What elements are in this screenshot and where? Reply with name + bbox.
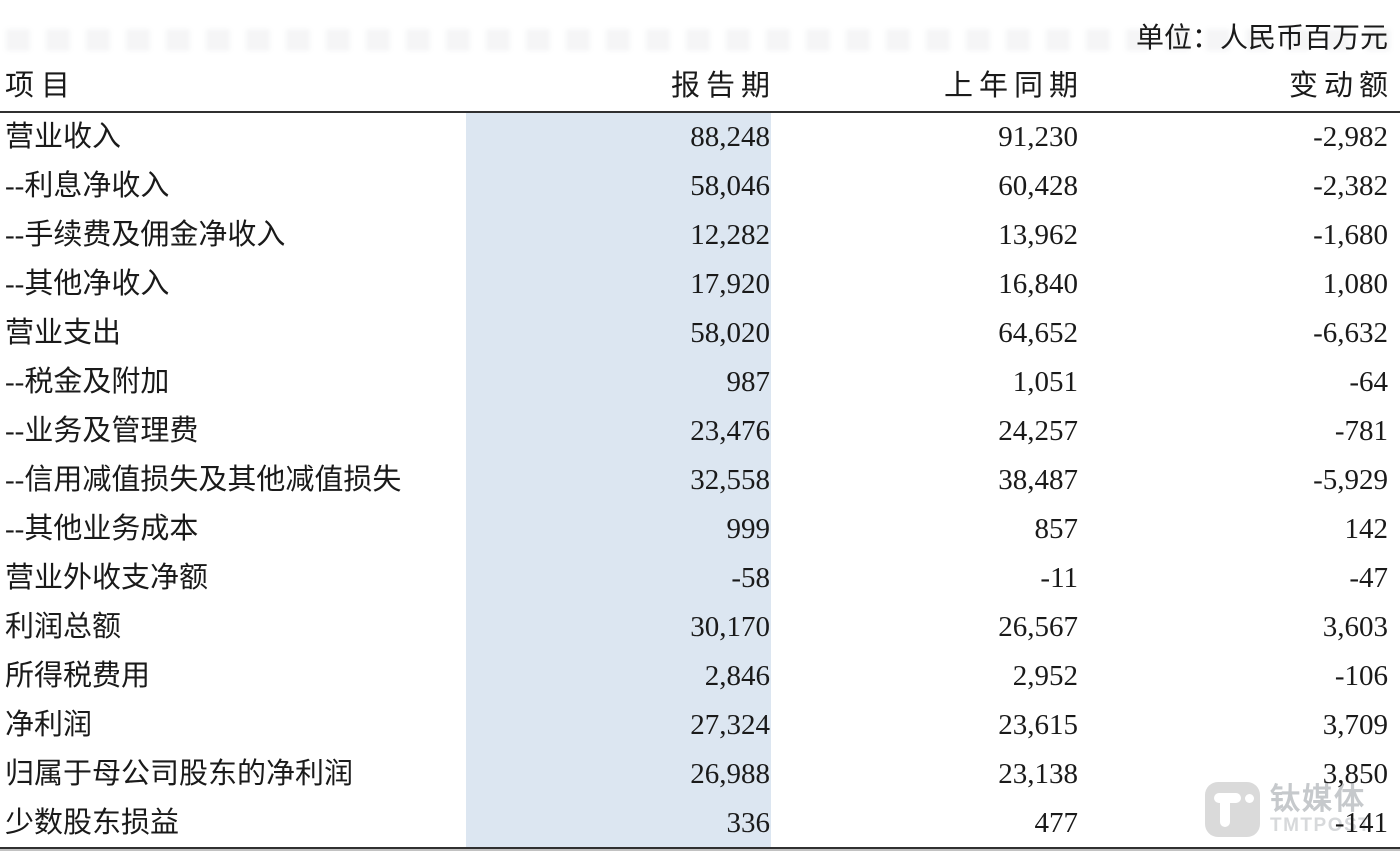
table-row: --信用减值损失及其他减值损失 32,558 38,487 -5,929 — [0, 456, 1400, 505]
item-label: 营业支出 — [5, 317, 122, 349]
prior-period-value: 91,230 — [998, 121, 1078, 153]
table-row: 归属于母公司股东的净利润 26,988 23,138 3,850 — [0, 750, 1400, 799]
header-divider-line — [0, 111, 1400, 113]
watermark-brand: 钛媒体 — [1270, 783, 1366, 816]
item-label: --税金及附加 — [5, 366, 170, 398]
highlight-column-band — [466, 113, 771, 847]
table-body: 营业收入 88,248 91,230 -2,982 --利息净收入 58,046… — [0, 113, 1400, 848]
change-value: -781 — [1334, 415, 1388, 447]
change-value: 3,709 — [1322, 709, 1388, 741]
current-period-value: 987 — [726, 366, 771, 398]
item-label: 利润总额 — [5, 611, 122, 643]
table-row: --手续费及佣金净收入 12,282 13,962 -1,680 — [0, 211, 1400, 260]
prior-period-value: 26,567 — [998, 611, 1078, 643]
table-bottom-line — [0, 847, 1400, 849]
column-header-item: 项目 — [5, 70, 78, 102]
change-value: -141 — [1334, 807, 1388, 839]
item-label: --其他业务成本 — [5, 513, 199, 545]
table-row: 营业外收支净额 -58 -11 -47 — [0, 554, 1400, 603]
current-period-value: -58 — [731, 562, 770, 594]
prior-period-value: 23,138 — [998, 758, 1078, 790]
item-label: 营业外收支净额 — [5, 562, 209, 594]
table-row: --税金及附加 987 1,051 -64 — [0, 358, 1400, 407]
table-row: 所得税费用 2,846 2,952 -106 — [0, 652, 1400, 701]
watermark-brand-en: TMTPOST — [1270, 815, 1372, 836]
current-period-value: 2,846 — [704, 660, 770, 692]
change-value: -2,982 — [1313, 121, 1388, 153]
prior-period-value: 64,652 — [998, 317, 1078, 349]
item-label: --信用减值损失及其他减值损失 — [5, 464, 402, 496]
table-row: 少数股东损益 336 477 -141 — [0, 799, 1400, 848]
column-header-current-period: 报告期 — [670, 70, 776, 102]
item-label: 少数股东损益 — [5, 807, 180, 839]
prior-period-value: 23,615 — [998, 709, 1078, 741]
current-period-value: 12,282 — [690, 219, 770, 251]
table-row: --其他净收入 17,920 16,840 1,080 — [0, 260, 1400, 309]
faded-text-artifact — [6, 29, 1390, 51]
item-label: 营业收入 — [5, 121, 122, 153]
change-value: -2,382 — [1313, 170, 1388, 202]
change-value: -1,680 — [1313, 219, 1388, 251]
column-header-change: 变动额 — [1288, 70, 1394, 102]
table-row: 利润总额 30,170 26,567 3,603 — [0, 603, 1400, 652]
logo-t-stem — [1220, 793, 1230, 827]
change-value: -106 — [1334, 660, 1388, 692]
table-row: 营业收入 88,248 91,230 -2,982 — [0, 113, 1400, 162]
change-value: -47 — [1349, 562, 1388, 594]
current-period-value: 26,988 — [690, 758, 770, 790]
table-row: --利息净收入 58,046 60,428 -2,382 — [0, 162, 1400, 211]
prior-period-value: 38,487 — [998, 464, 1078, 496]
current-period-value: 27,324 — [690, 709, 770, 741]
prior-period-value: 2,952 — [1012, 660, 1078, 692]
item-label: --业务及管理费 — [5, 415, 199, 447]
prior-period-value: 24,257 — [998, 415, 1078, 447]
table-header-row: 项目 报告期 上年同期 变动额 — [0, 62, 1400, 111]
change-value: -64 — [1349, 366, 1388, 398]
prior-period-value: 13,962 — [998, 219, 1078, 251]
prior-period-value: 857 — [1034, 513, 1079, 545]
current-period-value: 58,046 — [690, 170, 770, 202]
watermark-text: 钛媒体 TMTPOST — [1270, 782, 1372, 837]
change-value: 3,850 — [1322, 758, 1388, 790]
table-row: --其他业务成本 999 857 142 — [0, 505, 1400, 554]
tmtpost-watermark: 钛媒体 TMTPOST — [1205, 782, 1371, 837]
current-period-value: 30,170 — [690, 611, 770, 643]
table-row: 营业支出 58,020 64,652 -6,632 — [0, 309, 1400, 358]
change-value: -5,929 — [1313, 464, 1388, 496]
unit-label: 单位：人民币百万元 — [1135, 23, 1388, 54]
prior-period-value: 477 — [1034, 807, 1079, 839]
item-label: --其他净收入 — [5, 268, 170, 300]
current-period-value: 17,920 — [690, 268, 770, 300]
item-label: 所得税费用 — [5, 660, 151, 692]
prior-period-value: 60,428 — [998, 170, 1078, 202]
prior-period-value: -11 — [1040, 562, 1078, 594]
change-value: -6,632 — [1313, 317, 1388, 349]
current-period-value: 999 — [726, 513, 771, 545]
current-period-value: 58,020 — [690, 317, 770, 349]
table-row: --业务及管理费 23,476 24,257 -781 — [0, 407, 1400, 456]
item-label: --利息净收入 — [5, 170, 170, 202]
current-period-value: 23,476 — [690, 415, 770, 447]
item-label: 归属于母公司股东的净利润 — [5, 758, 354, 790]
column-header-prior-period: 上年同期 — [943, 70, 1084, 102]
change-value: 3,603 — [1322, 611, 1388, 643]
prior-period-value: 1,051 — [1012, 366, 1078, 398]
current-period-value: 32,558 — [690, 464, 770, 496]
tmtpost-logo-icon — [1205, 782, 1260, 837]
current-period-value: 88,248 — [690, 121, 770, 153]
current-period-value: 336 — [726, 807, 771, 839]
item-label: --手续费及佣金净收入 — [5, 219, 286, 251]
prior-period-value: 16,840 — [998, 268, 1078, 300]
item-label: 净利润 — [5, 709, 93, 741]
change-value: 1,080 — [1322, 268, 1388, 300]
table-row: 净利润 27,324 23,615 3,709 — [0, 701, 1400, 750]
change-value: 142 — [1344, 513, 1389, 545]
logo-dot — [1245, 794, 1254, 803]
